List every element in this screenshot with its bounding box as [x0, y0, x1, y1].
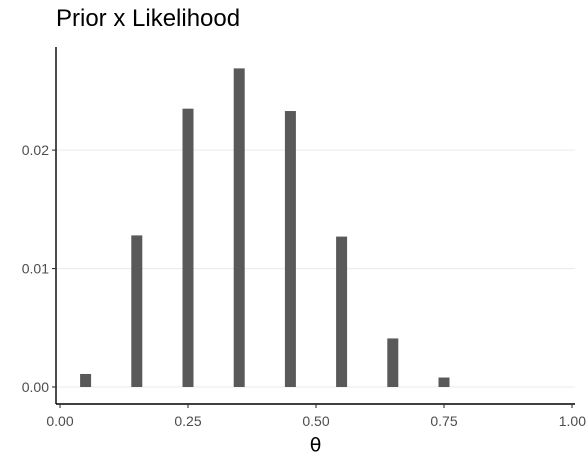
- bar-4: [284, 111, 296, 387]
- bars: [80, 68, 450, 388]
- x-tick-label-2: 0.50: [302, 413, 329, 429]
- y-tick-label-0: 0.00: [22, 379, 49, 395]
- bar-2: [182, 108, 194, 388]
- bar-3: [233, 68, 245, 388]
- gridlines: [56, 149, 575, 388]
- bar-0: [80, 373, 92, 387]
- x-tick-label-0: 0.00: [46, 413, 73, 429]
- bar-5: [336, 236, 348, 387]
- chart-title: Prior x Likelihood: [56, 5, 241, 32]
- x-axis-label: θ: [310, 434, 322, 456]
- y-tick-label-1: 0.01: [22, 261, 49, 277]
- x-tick-label-1: 0.25: [174, 413, 201, 429]
- bar-1: [131, 235, 143, 387]
- bar-7: [438, 377, 450, 387]
- x-tick-label-3: 0.75: [430, 413, 457, 429]
- y-tick-label-2: 0.02: [22, 142, 49, 158]
- bar-6: [387, 338, 399, 387]
- x-tick-label-4: 1.00: [559, 413, 586, 429]
- ticks: 0.00 0.01 0.02 0.00 0.25 0.50 0.75 1.00: [22, 142, 586, 429]
